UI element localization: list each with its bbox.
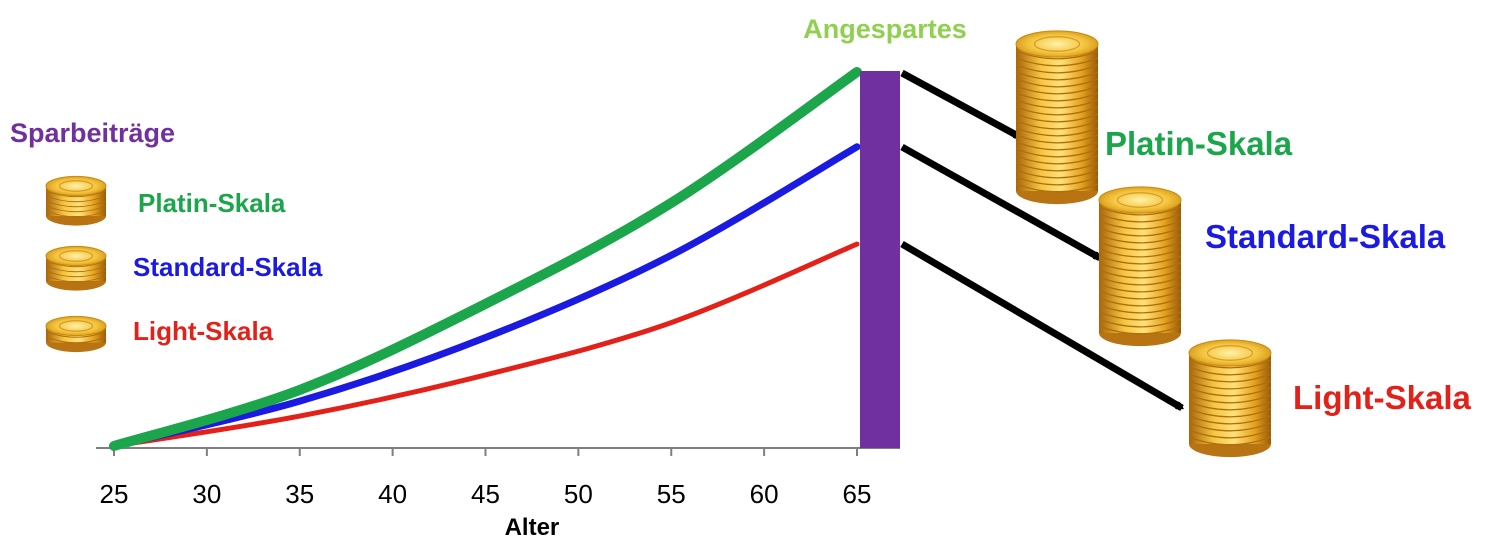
x-axis: 25 30 35 40 45 50 55 60 65 Alter (96, 447, 900, 541)
legend-label-light: Light-Skala (133, 316, 274, 346)
x-tick-label: 65 (843, 479, 872, 509)
coin-stack-icon (45, 315, 107, 353)
series-lines (109, 67, 862, 451)
x-tick-label: 30 (192, 479, 221, 509)
series-line-standard-skala (110, 143, 861, 450)
x-tick-label: 25 (100, 479, 129, 509)
x-tick-label: 55 (657, 479, 686, 509)
coin-stack-icon (1098, 186, 1182, 347)
x-tick-label: 40 (378, 479, 407, 509)
arrow-icon (900, 69, 1020, 141)
result-label-platin: Platin-Skala (1105, 125, 1293, 162)
result-label-light: Light-Skala (1293, 379, 1472, 416)
angespartes-label: Angespartes (803, 14, 967, 44)
angespartes-bar (860, 71, 900, 448)
series-line-platin-skala (109, 67, 862, 451)
arrow-icon (900, 143, 1100, 262)
x-tick-label: 35 (285, 479, 314, 509)
coin-stack-icon (45, 175, 107, 226)
coin-stack-icon (45, 245, 107, 291)
coin-stack-icon (1188, 339, 1272, 458)
legend-item-platin: Platin-Skala (45, 175, 286, 226)
arrow-icon (900, 240, 1182, 412)
sparbeitraege-label: Sparbeiträge (10, 118, 175, 148)
legend-label-standard: Standard-Skala (133, 252, 323, 282)
result-label-standard: Standard-Skala (1205, 218, 1446, 255)
x-tick-label: 50 (564, 479, 593, 509)
x-axis-label: Alter (505, 514, 560, 541)
series-line-light-skala (111, 241, 860, 449)
legend-item-light: Light-Skala (45, 315, 274, 353)
legend-label-platin: Platin-Skala (138, 188, 286, 218)
coin-stack-icon (1015, 30, 1099, 205)
legend-item-standard: Standard-Skala (45, 245, 323, 291)
x-tick-label: 45 (471, 479, 500, 509)
x-tick-label: 60 (750, 479, 779, 509)
